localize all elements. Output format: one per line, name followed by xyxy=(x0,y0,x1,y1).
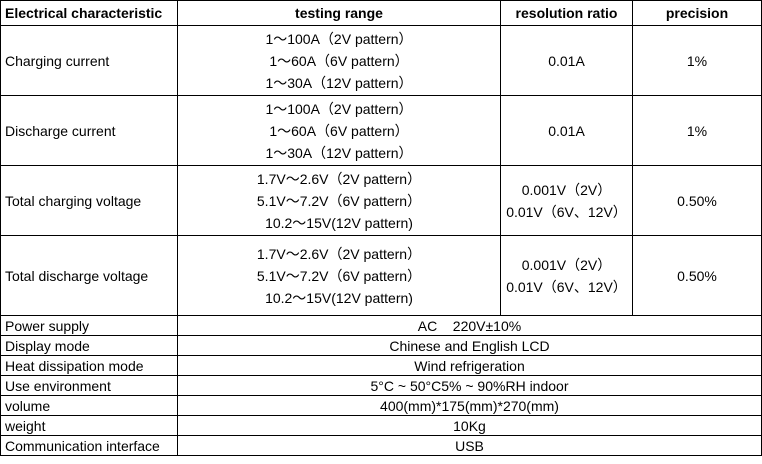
resolution-cell: 0.001V（2V） 0.01V（6V、12V） xyxy=(500,235,633,316)
testing-range-cell: 1.7V～2.6V（2V pattern） 5.1V～7.2V（6V patte… xyxy=(177,235,501,316)
spec-row: Display mode Chinese and English LCD xyxy=(0,335,762,356)
resolution-line: 0.01A xyxy=(548,122,585,139)
spec-name: volume xyxy=(0,395,178,416)
testing-range-cell: 1.7V～2.6V（2V pattern） 5.1V～7.2V（6V patte… xyxy=(177,165,501,236)
range-line: 1～60A（6V pattern） xyxy=(269,122,409,139)
precision-cell: 1% xyxy=(632,95,762,166)
spec-value: USB xyxy=(177,435,762,456)
table-row: Total discharge voltage 1.7V～2.6V（2V pat… xyxy=(0,235,762,316)
spec-value: 5°C ~ 50°C5% ~ 90%RH indoor xyxy=(177,375,762,396)
precision-cell: 1% xyxy=(632,25,762,96)
resolution-line: 0.001V（2V） xyxy=(521,181,612,198)
characteristic-name: Charging current xyxy=(0,25,178,96)
spec-name: Communication interface xyxy=(0,435,178,456)
spec-row: weight 10Kg xyxy=(0,415,762,436)
resolution-cell: 0.01A xyxy=(500,95,633,166)
spec-row: volume 400(mm)*175(mm)*270(mm) xyxy=(0,395,762,416)
header-row: Electrical characteristic testing range … xyxy=(0,0,762,26)
spec-name: Power supply xyxy=(0,315,178,336)
characteristic-name: Total discharge voltage xyxy=(0,235,178,316)
range-line: 1～100A（2V pattern） xyxy=(265,30,413,47)
resolution-line: 0.01V（6V、12V） xyxy=(506,278,627,295)
resolution-line: 0.01V（6V、12V） xyxy=(506,203,627,220)
range-line: 10.2～15V(12V pattern) xyxy=(265,214,413,231)
range-line: 1～100A（2V pattern） xyxy=(265,100,413,117)
range-line: 1～30A（12V pattern） xyxy=(265,144,413,161)
testing-range-cell: 1～100A（2V pattern） 1～60A（6V pattern） 1～3… xyxy=(177,95,501,166)
header-electrical-characteristic: Electrical characteristic xyxy=(0,0,178,26)
spec-value: 10Kg xyxy=(177,415,762,436)
precision-cell: 0.50% xyxy=(632,235,762,316)
table-row: Charging current 1～100A（2V pattern） 1～60… xyxy=(0,25,762,96)
characteristic-name: Discharge current xyxy=(0,95,178,166)
range-line: 1.7V～2.6V（2V pattern） xyxy=(256,245,422,262)
spec-name: Use environment xyxy=(0,375,178,396)
resolution-cell: 0.01A xyxy=(500,25,633,96)
spec-name: Display mode xyxy=(0,335,178,356)
spec-value: Wind refrigeration xyxy=(177,355,762,376)
spec-row: Use environment 5°C ~ 50°C5% ~ 90%RH ind… xyxy=(0,375,762,396)
testing-range-cell: 1～100A（2V pattern） 1～60A（6V pattern） 1～3… xyxy=(177,25,501,96)
table-row: Discharge current 1～100A（2V pattern） 1～6… xyxy=(0,95,762,166)
header-testing-range: testing range xyxy=(177,0,501,26)
precision-cell: 0.50% xyxy=(632,165,762,236)
header-precision: precision xyxy=(632,0,762,26)
range-line: 5.1V～7.2V（6V pattern） xyxy=(256,267,422,284)
spec-row: Communication interface USB xyxy=(0,435,762,456)
range-line: 1.7V～2.6V（2V pattern） xyxy=(256,170,422,187)
spec-name: weight xyxy=(0,415,178,436)
range-line: 1～60A（6V pattern） xyxy=(269,52,409,69)
resolution-line: 0.001V（2V） xyxy=(521,256,612,273)
spec-row: Heat dissipation mode Wind refrigeration xyxy=(0,355,762,376)
resolution-line: 0.01A xyxy=(548,52,585,69)
spec-value: Chinese and English LCD xyxy=(177,335,762,356)
spec-value: AC 220V±10% xyxy=(177,315,762,336)
spec-value: 400(mm)*175(mm)*270(mm) xyxy=(177,395,762,416)
range-line: 5.1V～7.2V（6V pattern） xyxy=(256,192,422,209)
range-line: 10.2～15V(12V pattern) xyxy=(265,289,413,306)
characteristic-name: Total charging voltage xyxy=(0,165,178,236)
spec-name: Heat dissipation mode xyxy=(0,355,178,376)
header-resolution-ratio: resolution ratio xyxy=(500,0,633,26)
spec-row: Power supply AC 220V±10% xyxy=(0,315,762,336)
table-row: Total charging voltage 1.7V～2.6V（2V patt… xyxy=(0,165,762,236)
range-line: 1～30A（12V pattern） xyxy=(265,74,413,91)
resolution-cell: 0.001V（2V） 0.01V（6V、12V） xyxy=(500,165,633,236)
